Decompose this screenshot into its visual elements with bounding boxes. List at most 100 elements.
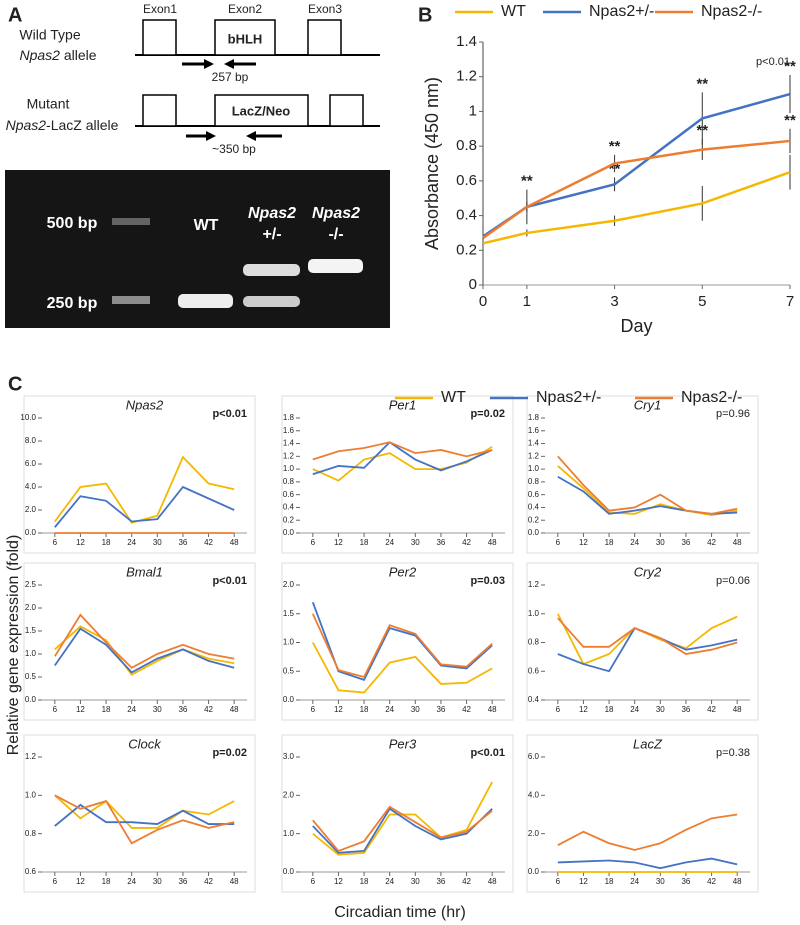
x-tick-label: 6 [311,877,316,886]
y-tick-label: 1.2 [25,752,37,761]
x-tick-label: 12 [579,538,588,547]
y-tick-label: 0.6 [283,490,295,499]
allele-title: Mutant [27,96,70,112]
x-tick-label: 30 [656,705,665,714]
y-tick-label: 0.8 [283,477,295,486]
product-size: 257 bp [212,70,249,84]
y-tick-label: 0.2 [456,241,477,258]
y-tick-label: 1.5 [25,626,37,635]
significance-label: ** [784,112,796,129]
x-axis-title: Circadian time (hr) [334,904,466,921]
x-tick-label: 18 [605,705,614,714]
chart-title: Npas2 [126,397,164,412]
x-tick-label: 24 [630,538,639,547]
series-line [312,441,493,476]
chart-title: Per2 [389,564,417,579]
x-tick-label: 12 [579,877,588,886]
x-tick-label: 36 [436,538,445,547]
legend-label: Npas2+/- [536,389,601,406]
x-tick-label: 48 [733,877,742,886]
x-tick-label: 24 [127,538,136,547]
x-tick-label: 5 [698,293,706,310]
x-tick-label: 12 [579,705,588,714]
y-tick-label: 2.0 [528,829,540,838]
allele-name: Npas2 allele [19,47,96,63]
y-tick-label: 0.6 [25,867,37,876]
series-line [311,601,493,681]
plot-frame [526,562,759,721]
y-tick-label: 1.2 [528,451,540,460]
chart-title: Per1 [389,397,416,412]
x-tick-label: 48 [733,538,742,547]
x-tick-label: 30 [411,705,420,714]
gel-image: 500 bp 250 bp WT Npas2 +/- Npas2 -/- [5,170,390,328]
x-tick-label: 6 [556,538,561,547]
y-tick-label: 2.5 [25,580,37,589]
plot-frame [281,734,514,893]
x-tick-label: 6 [53,538,58,547]
allele-suffix: -LacZ allele [46,117,119,133]
y-tick-label: 2.0 [25,603,37,612]
y-tick-label: 0.0 [283,867,295,876]
p-value: p=0.03 [470,575,505,587]
y-tick-label: 1.4 [528,439,540,448]
x-tick-label: 0 [479,293,487,310]
y-tick-label: 1.8 [283,413,295,422]
y-tick-label: 0.2 [283,515,295,524]
x-tick-label: 24 [127,705,136,714]
gel-band [243,264,300,276]
p-value: p=0.38 [716,747,750,759]
x-tick-label: 30 [153,705,162,714]
x-tick-label: 36 [178,705,187,714]
series-line [557,617,738,655]
y-tick-label: 1.5 [283,609,295,618]
x-tick-label: 6 [53,877,58,886]
series-line [482,92,791,238]
x-tick-label: 18 [360,538,369,547]
x-tick-label: 24 [385,705,394,714]
x-tick-label: 18 [605,538,614,547]
chart-title: Cry1 [634,397,661,412]
lane-label: -/- [328,226,343,243]
series-line [482,171,791,245]
lane-label: +/- [262,226,281,243]
gene-name: Npas2 [19,47,60,63]
x-tick-label: 36 [436,705,445,714]
x-tick-label: 12 [334,705,343,714]
allele-suffix: allele [60,47,97,63]
panel-label: A [8,4,22,26]
ladder-label: 500 bp [47,215,98,232]
x-tick-label: 6 [311,538,316,547]
x-tick-label: 7 [786,293,794,310]
y-tick-label: 1.0 [528,609,540,618]
series-line [557,857,738,870]
y-tick-label: 0.8 [528,638,540,647]
x-tick-label: 48 [488,538,497,547]
y-tick-label: 1.6 [283,426,295,435]
p-value: p=0.02 [470,408,505,420]
product-size: ~350 bp [212,142,256,156]
significance-label: ** [696,122,708,139]
y-tick-label: 0.0 [528,867,540,876]
y-tick-label: 0.0 [283,528,295,537]
y-tick-label: 6.0 [528,752,540,761]
y-tick-label: 10.0 [20,413,36,422]
chart-title: Cry2 [634,564,662,579]
series-line [311,613,493,679]
gene-name: Npas2 [6,117,47,133]
p-value: p=0.02 [212,747,247,759]
series-line [482,139,791,240]
x-tick-label: 48 [488,877,497,886]
p-value: p<0.01 [212,408,247,420]
y-tick-label: 0.0 [25,528,37,537]
y-tick-label: 0.5 [25,672,37,681]
y-tick-label: 1.4 [456,33,477,50]
exon-box [329,94,364,127]
exon-box [142,94,177,127]
x-tick-label: 42 [204,877,213,886]
plot-frame [526,734,759,893]
legend-label: Npas2-/- [701,3,762,20]
x-tick-label: 24 [385,877,394,886]
p-value: p<0.01 [470,747,505,759]
